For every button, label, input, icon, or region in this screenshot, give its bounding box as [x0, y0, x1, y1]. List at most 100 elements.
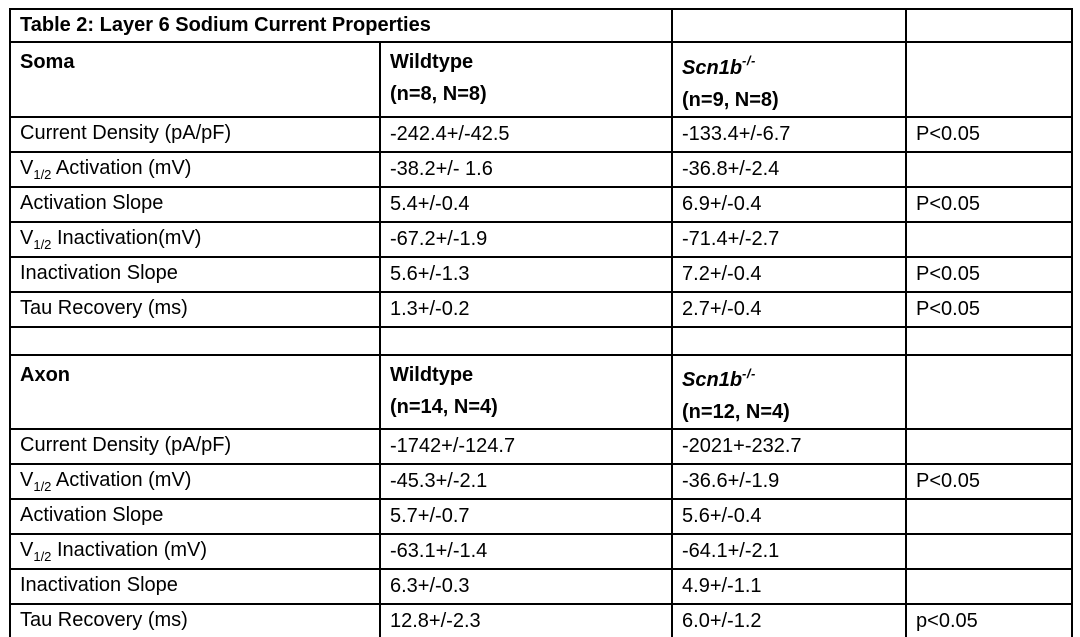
parameter-label: V — [20, 469, 34, 492]
parameter-cell: Current Density (pA/pF) — [9, 428, 381, 466]
axon-header-row: Axon Wildtype (n=14, N=4) Scn1b-/- (n=12, … — [9, 353, 1074, 431]
parameter-cell: Current Density (pA/pF) — [9, 115, 381, 153]
empty-cell — [671, 8, 908, 43]
pvalue-cell: P<0.05 — [905, 290, 1074, 328]
pvalue-cell: P<0.05 — [905, 185, 1074, 223]
knockout-superscript: -/- — [742, 365, 756, 381]
scn1b-n-count: (n=12, N=4) — [682, 401, 790, 424]
parameter-label-suffix: Inactivation (mV) — [51, 539, 208, 562]
empty-cell — [671, 325, 908, 356]
scn1b-value-cell: 2.7+/-0.4 — [671, 290, 908, 328]
wildtype-value-cell: -242.4+/-42.5 — [378, 115, 674, 153]
wildtype-value-cell: 12.8+/-2.3 — [378, 603, 674, 637]
table-row: Inactivation Slope 6.3+/-0.3 4.9+/-1.1 — [9, 568, 1074, 606]
empty-cell — [905, 8, 1074, 43]
parameter-label: Activation Slope — [20, 504, 164, 527]
wildtype-column-header: Wildtype (n=14, N=4) — [378, 353, 674, 431]
knockout-superscript: -/- — [742, 53, 756, 68]
parameter-label: Inactivation Slope — [20, 261, 178, 284]
table-title-row: Table 2: Layer 6 Sodium Current Properti… — [8, 8, 1074, 43]
parameter-cell: V1/2 Inactivation(mV) — [9, 220, 381, 258]
wildtype-value-cell: -67.2+/-1.9 — [378, 220, 674, 258]
parameter-cell: Inactivation Slope — [9, 255, 381, 293]
parameter-subscript: 1/2 — [33, 549, 52, 565]
pvalue-cell — [905, 150, 1074, 188]
parameter-cell: V1/2 Activation (mV) — [9, 463, 381, 501]
scn1b-value-cell: -36.8+/-2.4 — [671, 150, 908, 188]
parameter-label-suffix: Activation (mV) — [51, 469, 192, 492]
wildtype-value-cell: 5.7+/-0.7 — [378, 498, 674, 536]
wildtype-value-cell: -1742+/-124.7 — [378, 428, 674, 466]
empty-cell — [905, 41, 1074, 118]
scn1b-value-cell: 7.2+/-0.4 — [671, 255, 908, 293]
scn1b-value-cell: -133.4+/-6.7 — [671, 115, 908, 153]
empty-cell — [378, 325, 674, 356]
section-soma-header: Soma — [9, 41, 381, 118]
parameter-label: Activation Slope — [20, 191, 164, 214]
parameter-subscript: 1/2 — [33, 479, 52, 495]
pvalue-cell — [905, 498, 1074, 536]
scn1b-column-header: Scn1b-/- (n=12, N=4) — [671, 353, 908, 431]
pvalue-cell — [905, 428, 1074, 466]
scn1b-gene-label: Scn1b-/- — [682, 365, 756, 392]
wildtype-value-cell: 1.3+/-0.2 — [378, 290, 674, 328]
table-row: V1/2 Inactivation(mV) -67.2+/-1.9 -71.4+… — [9, 220, 1074, 258]
pvalue-cell — [905, 568, 1074, 606]
pvalue-cell: p<0.05 — [905, 603, 1074, 637]
parameter-cell: Tau Recovery (ms) — [9, 290, 381, 328]
parameter-label: Inactivation Slope — [20, 574, 178, 597]
wildtype-value-cell: 5.6+/-1.3 — [378, 255, 674, 293]
parameter-label: Current Density (pA/pF) — [20, 121, 232, 144]
wildtype-value-cell: -63.1+/-1.4 — [378, 533, 674, 571]
table-row: Activation Slope 5.7+/-0.7 5.6+/-0.4 — [9, 498, 1074, 536]
wildtype-value-cell: -45.3+/-2.1 — [378, 463, 674, 501]
wildtype-value-cell: -38.2+/- 1.6 — [378, 150, 674, 188]
scn1b-n-count: (n=9, N=8) — [682, 88, 779, 111]
pvalue-cell — [905, 533, 1074, 571]
parameter-cell: Tau Recovery (ms) — [9, 603, 381, 637]
scn1b-column-header: Scn1b-/- (n=9, N=8) — [671, 41, 908, 118]
table-row: V1/2 Activation (mV) -45.3+/-2.1 -36.6+/… — [9, 463, 1074, 501]
parameter-label-suffix: Activation (mV) — [51, 156, 192, 179]
parameter-label-suffix: Inactivation(mV) — [51, 226, 202, 249]
wildtype-n-count: (n=8, N=8) — [390, 83, 487, 105]
wildtype-label: Wildtype — [390, 363, 474, 386]
soma-header-row: Soma Wildtype (n=8, N=8) Scn1b-/- (n=9, N=… — [9, 41, 1074, 118]
parameter-label: V — [20, 156, 34, 179]
table-row: Activation Slope 5.4+/-0.4 6.9+/-0.4 P<0… — [9, 185, 1074, 223]
table-row: Inactivation Slope 5.6+/-1.3 7.2+/-0.4 P… — [9, 255, 1074, 293]
scn1b-gene-label: Scn1b-/- — [682, 53, 756, 79]
parameter-label: Tau Recovery (ms) — [20, 296, 188, 319]
empty-cell — [9, 325, 381, 356]
sodium-current-properties-table: Table 2: Layer 6 Sodium Current Properti… — [8, 8, 1074, 637]
wildtype-n-count: (n=14, N=4) — [390, 395, 498, 418]
table-row: V1/2 Activation (mV) -38.2+/- 1.6 -36.8+… — [9, 150, 1074, 188]
table-title: Table 2: Layer 6 Sodium Current Properti… — [8, 8, 674, 43]
empty-cell — [905, 325, 1074, 356]
scn1b-value-cell: 6.9+/-0.4 — [671, 185, 908, 223]
scn1b-value-cell: -64.1+/-2.1 — [671, 533, 908, 571]
gene-name: Scn1b — [682, 369, 743, 392]
parameter-subscript: 1/2 — [33, 166, 52, 182]
scn1b-value-cell: -2021+-232.7 — [671, 428, 908, 466]
parameter-label: V — [20, 539, 34, 562]
wildtype-column-header: Wildtype (n=8, N=8) — [378, 41, 674, 118]
parameter-cell: V1/2 Inactivation (mV) — [9, 533, 381, 571]
table-row: Tau Recovery (ms) 12.8+/-2.3 6.0+/-1.2 p… — [9, 603, 1074, 637]
parameter-subscript: 1/2 — [33, 236, 52, 252]
wildtype-label: Wildtype — [390, 51, 474, 73]
wildtype-value-cell: 5.4+/-0.4 — [378, 185, 674, 223]
spacer-row — [9, 325, 1074, 356]
gene-name: Scn1b — [682, 56, 743, 79]
parameter-cell: Inactivation Slope — [9, 568, 381, 606]
pvalue-cell: P<0.05 — [905, 255, 1074, 293]
scn1b-value-cell: 6.0+/-1.2 — [671, 603, 908, 637]
parameter-label: Current Density (pA/pF) — [20, 434, 232, 457]
table-row: Current Density (pA/pF) -1742+/-124.7 -2… — [9, 428, 1074, 466]
parameter-cell: V1/2 Activation (mV) — [9, 150, 381, 188]
scn1b-value-cell: -36.6+/-1.9 — [671, 463, 908, 501]
scn1b-value-cell: -71.4+/-2.7 — [671, 220, 908, 258]
parameter-label: V — [20, 226, 34, 249]
parameter-cell: Activation Slope — [9, 185, 381, 223]
